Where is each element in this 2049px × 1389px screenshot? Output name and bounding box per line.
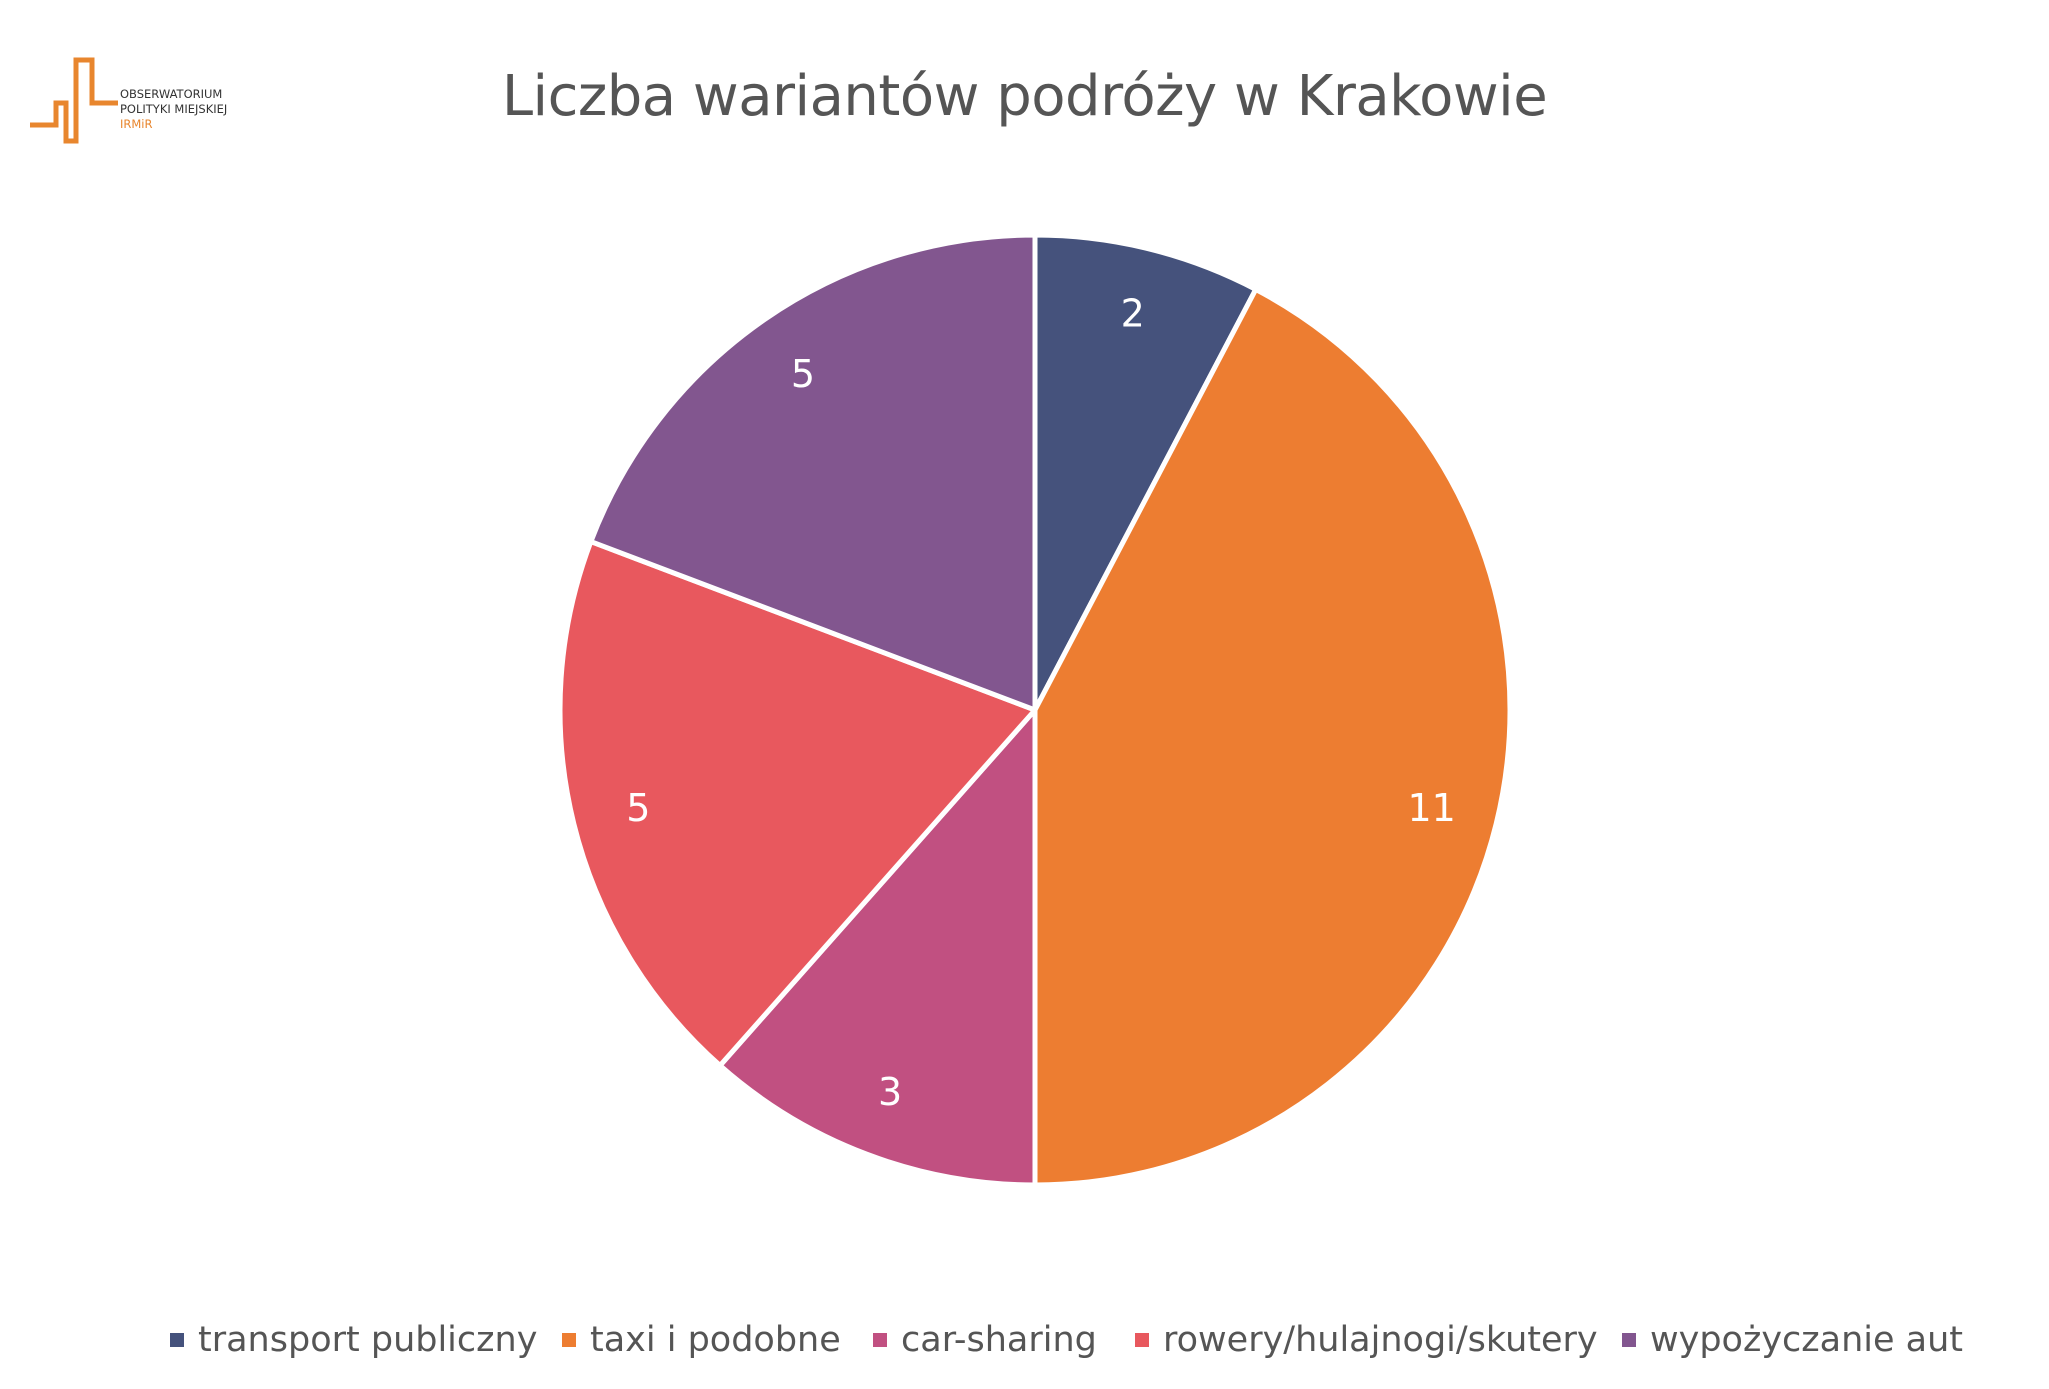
- legend-swatch-icon: [1135, 1333, 1149, 1347]
- legend-item-1: transport publiczny: [170, 1315, 537, 1365]
- logo: OBSERWATORIUM POLITYKI MIEJSKIEJ IRMiR: [28, 55, 288, 155]
- data-label-4: 5: [626, 786, 650, 830]
- data-label-2: 11: [1407, 786, 1455, 830]
- pie-slice-5: [588, 232, 1038, 713]
- legend-item-5: wypożyczanie aut: [1622, 1315, 1963, 1365]
- pie-slice-4: [557, 539, 1038, 1069]
- legend-label: wypożyczanie aut: [1650, 1320, 1964, 1360]
- chart-title: Liczba wariantów podróży w Krakowie: [501, 64, 1548, 129]
- data-label-3: 3: [878, 1070, 902, 1114]
- legend-label: transport publiczny: [198, 1320, 538, 1360]
- legend-label: car-sharing: [901, 1320, 1097, 1360]
- logo-line-1: OBSERWATORIUM: [120, 87, 223, 101]
- legend-item-4: rowery/hulajnogi/skutery: [1135, 1315, 1598, 1365]
- legend-swatch-icon: [873, 1333, 887, 1347]
- pie-slice-2: [1032, 286, 1513, 1188]
- logo-line-3: IRMiR: [120, 117, 153, 131]
- legend-item-3: car-sharing: [873, 1315, 1097, 1365]
- logo-text: OBSERWATORIUM POLITYKI MIEJSKIEJ IRMiR: [120, 87, 227, 132]
- legend-swatch-icon: [1622, 1333, 1636, 1347]
- logo-line-2: POLITYKI MIEJSKIEJ: [120, 102, 228, 116]
- legend-label: taxi i podobne: [590, 1320, 841, 1360]
- data-label-1: 2: [1121, 291, 1145, 335]
- legend-item-2: taxi i podobne: [562, 1315, 841, 1365]
- data-label-5: 5: [791, 352, 815, 396]
- legend-swatch-icon: [562, 1333, 576, 1347]
- pie-slice-3: [717, 707, 1038, 1188]
- legend-label: rowery/hulajnogi/skutery: [1163, 1320, 1598, 1360]
- logo-mark-icon: [30, 57, 118, 144]
- pie-slice-1: [1032, 232, 1259, 713]
- legend: transport publiczny taxi i podobne car-sha…: [0, 1315, 2049, 1365]
- legend-swatch-icon: [170, 1333, 184, 1347]
